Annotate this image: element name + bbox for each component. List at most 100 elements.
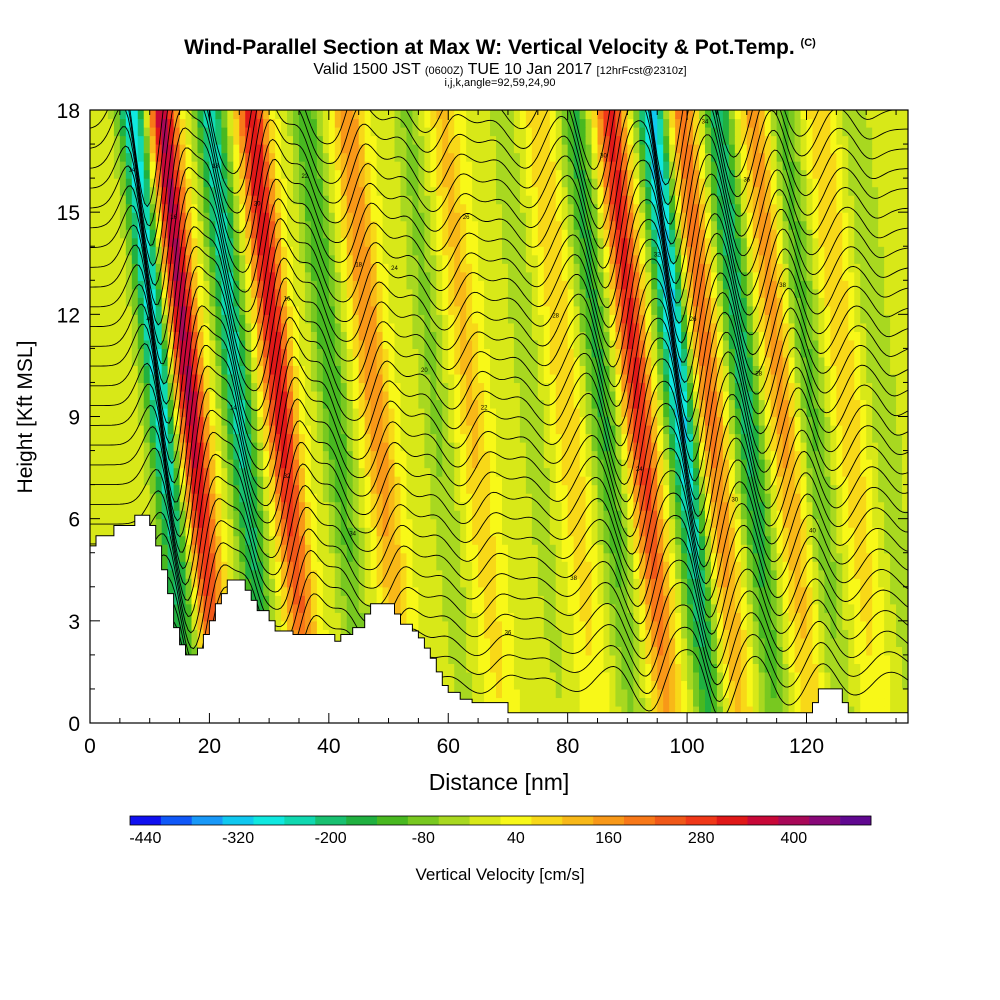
velocity-cell — [597, 561, 605, 571]
velocity-cell — [627, 552, 634, 562]
velocity-cell — [770, 544, 778, 554]
velocity-cell — [782, 586, 790, 596]
velocity-cell — [800, 697, 808, 707]
velocity-cell — [890, 442, 897, 452]
velocity-cell — [824, 544, 831, 554]
velocity-cell — [699, 518, 706, 528]
velocity-cell — [472, 680, 479, 690]
velocity-cell — [902, 459, 908, 469]
velocity-cell — [298, 552, 306, 562]
velocity-cell — [478, 433, 485, 443]
velocity-cell — [842, 476, 849, 486]
velocity-cell — [352, 510, 360, 520]
velocity-cell — [328, 407, 336, 418]
velocity-cell — [878, 450, 885, 460]
velocity-cell — [191, 510, 199, 520]
velocity-cell — [406, 527, 414, 537]
velocity-cell — [382, 467, 390, 477]
velocity-cell — [245, 450, 252, 460]
velocity-cell — [525, 425, 533, 435]
velocity-cell — [316, 407, 324, 418]
velocity-cell — [358, 442, 366, 452]
velocity-cell — [555, 493, 563, 503]
velocity-cell — [603, 603, 611, 613]
velocity-cell — [95, 416, 103, 426]
velocity-cell — [328, 467, 336, 477]
velocity-cell — [513, 578, 521, 588]
velocity-cell — [860, 493, 867, 503]
velocity-cell — [645, 654, 652, 664]
velocity-cell — [275, 407, 282, 418]
velocity-cell — [418, 612, 425, 622]
velocity-cell — [519, 450, 527, 460]
velocity-cell — [896, 663, 903, 673]
velocity-cell — [513, 416, 521, 426]
velocity-cell — [770, 646, 778, 656]
velocity-cell — [310, 467, 318, 477]
velocity-cell — [125, 467, 133, 477]
velocity-cell — [501, 663, 509, 673]
velocity-cell — [645, 595, 652, 605]
velocity-cell — [496, 510, 503, 520]
velocity-cell — [681, 535, 688, 545]
velocity-cell — [585, 527, 593, 537]
velocity-cell — [770, 663, 778, 673]
velocity-cell — [782, 535, 790, 545]
velocity-cell — [669, 561, 676, 571]
velocity-cell — [848, 654, 855, 664]
velocity-cell — [513, 637, 521, 647]
velocity-cell — [400, 603, 408, 613]
velocity-cell — [896, 620, 903, 630]
velocity-cell — [364, 561, 372, 571]
velocity-cell — [466, 646, 473, 656]
velocity-cell — [848, 663, 855, 673]
velocity-cell — [639, 680, 646, 690]
velocity-cell — [101, 484, 109, 494]
velocity-cell — [412, 518, 419, 528]
velocity-cell — [675, 493, 682, 503]
velocity-cell — [466, 688, 473, 699]
velocity-cell — [621, 518, 628, 528]
velocity-cell — [555, 663, 563, 673]
velocity-cell — [376, 552, 384, 562]
velocity-cell — [173, 467, 181, 477]
velocity-cell — [597, 705, 605, 716]
velocity-cell — [675, 680, 682, 690]
velocity-cell — [358, 552, 366, 562]
velocity-cell — [878, 501, 885, 511]
velocity-cell — [209, 467, 216, 477]
velocity-cell — [245, 535, 252, 545]
velocity-cell — [788, 637, 796, 647]
velocity-cell — [776, 518, 784, 528]
velocity-cell — [251, 595, 258, 605]
velocity-cell — [848, 637, 855, 647]
velocity-cell — [388, 527, 396, 537]
velocity-cell — [519, 620, 527, 630]
velocity-cell — [513, 484, 521, 494]
velocity-cell — [340, 569, 348, 579]
velocity-cell — [484, 637, 491, 647]
velocity-cell — [155, 476, 163, 486]
velocity-cell — [364, 442, 372, 452]
velocity-cell — [800, 612, 808, 622]
velocity-cell — [758, 586, 766, 596]
velocity-cell — [902, 493, 908, 503]
velocity-cell — [490, 433, 497, 443]
velocity-cell — [293, 629, 300, 639]
velocity-cell — [173, 484, 181, 494]
velocity-cell — [585, 433, 593, 443]
velocity-cell — [275, 552, 282, 562]
velocity-cell — [675, 595, 682, 605]
velocity-cell — [525, 450, 533, 460]
velocity-cell — [287, 569, 294, 579]
velocity-cell — [675, 629, 682, 639]
velocity-cell — [525, 688, 533, 699]
velocity-cell — [830, 561, 837, 571]
velocity-cell — [293, 552, 300, 562]
velocity-cell — [890, 484, 897, 494]
velocity-cell — [507, 433, 515, 443]
velocity-cell — [454, 527, 461, 537]
velocity-cell — [400, 467, 408, 477]
velocity-cell — [710, 484, 718, 494]
velocity-cell — [740, 620, 748, 630]
